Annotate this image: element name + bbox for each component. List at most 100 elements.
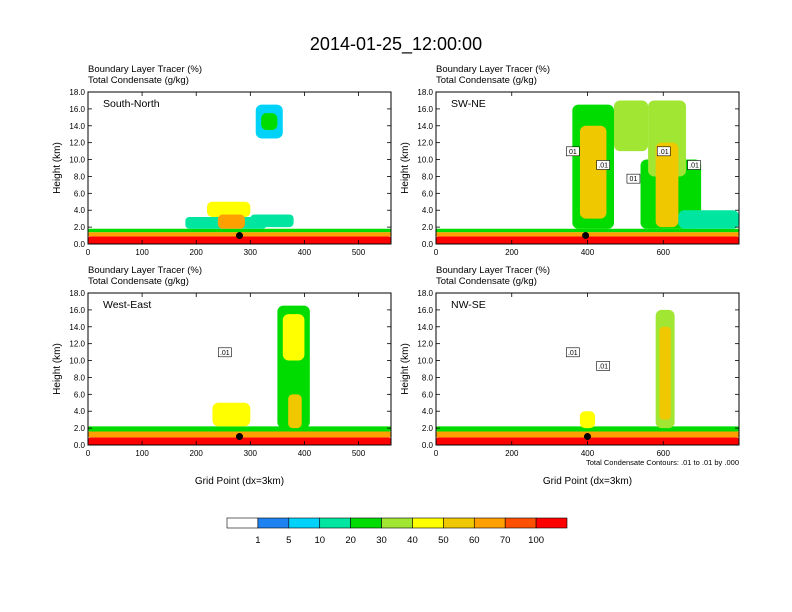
y-tick-label: 14.0 [417, 323, 433, 332]
panel-subtitle-tracer: Boundary Layer Tracer (%) [436, 265, 550, 276]
y-axis-label: Height (km) [52, 343, 63, 395]
y-tick-label: 2.0 [74, 424, 86, 433]
panel-label: SW-NE [451, 98, 486, 110]
x-tick-label: 200 [505, 248, 519, 257]
contour-label-box [687, 160, 701, 170]
figure-title: 2014-01-25_12:00:00 [310, 34, 482, 55]
colorbar-label: 20 [345, 535, 356, 546]
contour-label-text: .01 [659, 149, 669, 156]
shaded-region [212, 402, 251, 427]
y-tick-label: 18.0 [417, 88, 433, 97]
x-tick-label: 600 [657, 248, 671, 257]
plot-area [88, 92, 391, 244]
x-tick-label: 400 [298, 248, 312, 257]
colorbar-label: 70 [500, 535, 511, 546]
y-axis-label: Height (km) [400, 343, 411, 395]
location-marker [236, 433, 243, 441]
colorbar-label: 100 [528, 535, 544, 546]
y-tick-label: 14.0 [69, 323, 85, 332]
y-tick-label: 4.0 [422, 407, 434, 416]
contour-label-text: .01 [598, 162, 608, 169]
y-tick-label: 6.0 [74, 390, 86, 399]
contour-note: Total Condensate Contours: .01 to .01 by… [586, 458, 739, 467]
y-tick-label: 6.0 [422, 390, 434, 399]
colorbar-swatch [412, 517, 444, 529]
y-tick-label: 10.0 [69, 357, 85, 366]
contour-label-box [626, 173, 641, 184]
y-tick-label: 2.0 [422, 424, 434, 433]
panel-label: West-East [103, 299, 151, 311]
contour-label: .01 [656, 146, 671, 157]
x-tick-label: 200 [505, 449, 519, 458]
shaded-region [88, 228, 391, 233]
y-axis-label: Height (km) [400, 142, 411, 194]
colorbar-label: 5 [286, 535, 291, 546]
contour-label: 01 [626, 173, 641, 184]
y-tick-label: 12.0 [69, 340, 85, 349]
y-tick-label: 8.0 [74, 172, 86, 181]
y-tick-label: 0.0 [74, 240, 86, 249]
contour-label-text: .01 [568, 350, 578, 357]
y-tick-label: 10.0 [69, 156, 85, 165]
y-tick-label: 2.0 [74, 223, 86, 232]
colorbar-swatch [443, 517, 475, 529]
x-axis-label: Grid Point (dx=3km) [195, 476, 284, 487]
contour-label-text: .01 [220, 350, 230, 357]
plot-frame [87, 91, 392, 245]
panel-label: NW-SE [451, 299, 486, 311]
panel-subtitle-tracer: Boundary Layer Tracer (%) [436, 64, 550, 75]
x-tick-label: 200 [190, 248, 204, 257]
shaded-region [579, 411, 596, 429]
contour-label-box [566, 146, 580, 157]
contour-label: .01 [596, 361, 610, 371]
contour-label-text: 01 [569, 149, 577, 156]
y-tick-label: 18.0 [69, 88, 85, 97]
colorbar-swatch [350, 517, 382, 529]
contour-label: 01 [566, 146, 580, 157]
plot-area [436, 92, 739, 244]
x-tick-label: 0 [434, 449, 439, 458]
contour-label-text: .01 [598, 363, 608, 370]
panels: Boundary Layer Tracer (%)Total Condensat… [52, 64, 740, 487]
colorbar-swatch [381, 517, 413, 529]
contour-label: .01 [566, 347, 580, 358]
y-tick-label: 12.0 [417, 340, 433, 349]
shaded-region [659, 326, 671, 420]
colorbar-swatch [226, 517, 259, 529]
contour-label: .01 [596, 160, 610, 170]
shaded-region [88, 236, 391, 244]
x-tick-label: 100 [135, 449, 149, 458]
y-tick-label: 8.0 [74, 373, 86, 382]
colorbar: 1 5 10 20 30 40 50 60 70 100 [226, 517, 568, 546]
colorbar-swatch [319, 517, 351, 529]
x-tick-label: 100 [135, 248, 149, 257]
x-tick-label: 200 [190, 449, 204, 458]
panel-label: South-North [103, 98, 160, 110]
shaded-region [282, 314, 305, 361]
plot-frame [87, 292, 392, 446]
panel-subtitle-condensate: Total Condensate (g/kg) [436, 276, 537, 287]
y-tick-label: 6.0 [422, 189, 434, 198]
shaded-region [288, 394, 302, 429]
y-tick-label: 0.0 [74, 441, 86, 450]
x-tick-label: 0 [434, 248, 439, 257]
contour-label-box [566, 347, 580, 358]
location-marker [584, 433, 591, 441]
shaded-region [261, 113, 278, 130]
shaded-region [579, 125, 607, 219]
x-tick-label: 400 [581, 449, 595, 458]
colorbar-label: 60 [469, 535, 480, 546]
contour-label: .01 [687, 160, 701, 170]
shaded-region [207, 201, 251, 217]
location-marker [236, 232, 243, 240]
colorbar-swatch [504, 517, 537, 529]
y-tick-label: 8.0 [422, 373, 434, 382]
colorbar-label: 40 [407, 535, 418, 546]
x-tick-label: 500 [352, 449, 366, 458]
shaded-region [655, 142, 679, 228]
shaded-region [678, 210, 739, 229]
y-tick-label: 12.0 [417, 139, 433, 148]
x-tick-label: 400 [581, 248, 595, 257]
y-tick-label: 18.0 [417, 289, 433, 298]
shaded-region [436, 228, 739, 233]
